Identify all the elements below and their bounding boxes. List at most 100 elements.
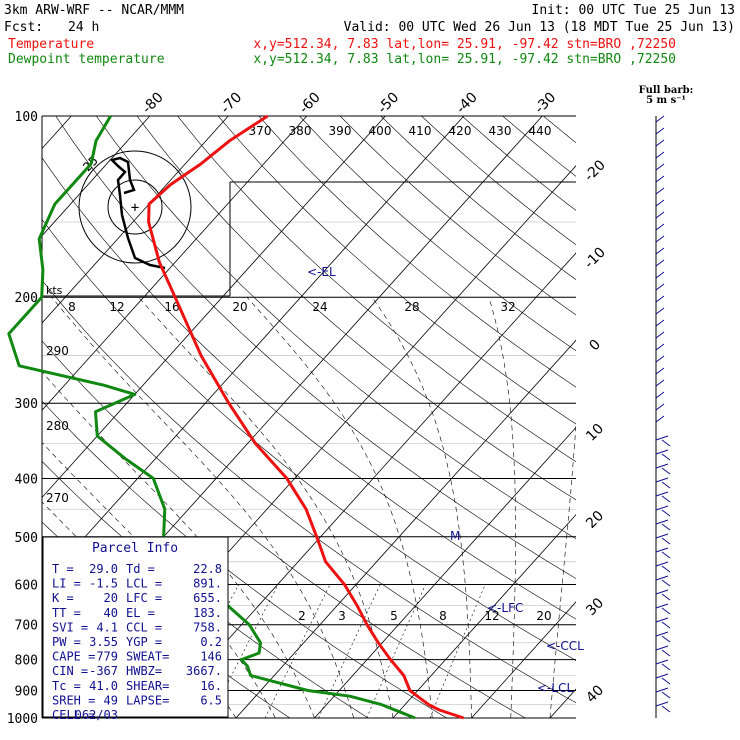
parcel-info-cell: K = (52, 591, 74, 605)
mixing-ratio-line (318, 584, 381, 718)
temperature-legend-label: Temperature (8, 37, 94, 52)
valid-time: Valid: 00 UTC Wed 26 Jun 13 (18 MDT Tue … (344, 20, 735, 35)
isotherm-line (235, 339, 576, 718)
pressure-tick-label: 800 (15, 654, 38, 669)
level-annotation: <-LFC (487, 601, 523, 615)
wind-barb (655, 415, 665, 423)
temperature-tick-label: 30 (583, 595, 607, 619)
isotherm-line (549, 688, 576, 718)
upper-theta-label: 370 (249, 124, 272, 138)
isotherm-line (471, 601, 576, 718)
temperature-profile-line (147, 114, 465, 720)
temperature-tick-label: -50 (375, 89, 402, 116)
wind-barb (655, 175, 665, 183)
pressure-tick-label: 1000 (7, 712, 38, 727)
parcel-info-cell: LI = (52, 577, 81, 591)
parcel-info-cell: 22.8 (193, 562, 222, 576)
wind-barb (655, 463, 671, 475)
dry-adiabat (177, 116, 576, 463)
wind-barb-legend: Full barb: (639, 85, 694, 96)
isotherm-line (314, 426, 576, 718)
pressure-tick-label: 500 (15, 531, 38, 546)
dry-adiabat (42, 279, 576, 704)
parcel-info-cell: SREH = (52, 693, 95, 707)
parcel-info-cell: CIN = (52, 664, 88, 678)
wind-barb (655, 163, 665, 171)
parcel-info-cell: 20 (104, 591, 118, 605)
dry-adiabat (502, 116, 576, 177)
temperature-tick-label: -10 (581, 244, 608, 271)
parcel-info-cell: LCL = (126, 577, 162, 591)
parcel-info-cell: 779 (96, 650, 118, 664)
wind-barb (655, 435, 671, 447)
wind-barb (655, 139, 665, 147)
parcel-info-cell: 29.0 (89, 562, 118, 576)
wind-barb-column: Full barb:5 m s⁻¹ (639, 85, 694, 718)
mixing-ratio-line (429, 584, 486, 718)
upper-theta-label: 420 (449, 124, 472, 138)
wind-barb (655, 645, 671, 657)
parcel-info-box: Parcel Info T = 29.0 Td = 22.8 LI = -1.5 LCL = 8… (42, 536, 229, 722)
mixing-ratio-label: 8 (439, 609, 447, 623)
wind-barb (655, 307, 665, 315)
forecast-label: Fcst: (4, 20, 43, 35)
wind-barb (655, 403, 665, 411)
mixing-ratio-line (264, 584, 331, 718)
wind-barb (655, 477, 671, 489)
hodograph-ring (78, 150, 192, 264)
wind-barb (655, 187, 665, 195)
dry-adiabat (136, 116, 576, 501)
parcel-info-cell: 40 (104, 606, 118, 620)
parcel-info-cell: T = (52, 562, 74, 576)
dry-adiabat (380, 116, 576, 280)
temperature-tick-label: -30 (532, 89, 559, 116)
theta-label: 280 (46, 419, 69, 433)
wind-barb (655, 199, 665, 207)
wind-barb (655, 271, 665, 279)
mixing-ratio-line (366, 584, 426, 718)
moist-adiabat (371, 297, 472, 718)
sounding-profiles (7, 114, 465, 720)
dry-adiabat (421, 116, 576, 246)
pressure-tick-label: 400 (15, 472, 38, 487)
wind-barb (655, 115, 665, 123)
temperature-tick-label: 10 (583, 421, 607, 445)
wind-barb (655, 355, 665, 363)
parcel-info-cell: TT = (52, 606, 81, 620)
pressure-tick-label: 900 (15, 684, 38, 699)
dry-adiabat (543, 116, 576, 144)
parcel-info-cell: 49 (104, 693, 118, 707)
pressure-tick-label: 100 (15, 110, 38, 125)
upper-mixing-ratio-label: 12 (109, 300, 124, 314)
temperature-tick-label: -80 (139, 89, 166, 116)
dry-adiabat (217, 116, 576, 425)
parcel-info-cell: CCL = (126, 620, 162, 634)
upper-mixing-ratio-label: 8 (68, 300, 76, 314)
wind-barb (655, 659, 671, 671)
isotherm-line (392, 514, 576, 718)
wind-barb (655, 223, 665, 231)
parcel-info-cell: SVI = (52, 620, 88, 634)
wind-barb (655, 701, 671, 713)
isotherm-line (42, 116, 465, 586)
wind-barb (655, 235, 665, 243)
upper-theta-label: 400 (369, 124, 392, 138)
upper-mixing-ratio-label: 20 (232, 300, 247, 314)
dry-adiabat (42, 157, 576, 620)
level-annotation: <-CCL (546, 639, 584, 653)
forecast-hours: 24 h (68, 20, 99, 35)
parcel-info-cell: 758. (193, 620, 222, 634)
hodograph-trace (109, 156, 166, 270)
parcel-info-cell: SHEAR= (126, 679, 169, 693)
parcel-info-frame (42, 536, 229, 718)
parcel-info-cell: Tc = (52, 679, 81, 693)
temperature-tick-label: -40 (453, 89, 480, 116)
upper-mixing-ratio-label: 32 (500, 300, 515, 314)
wind-barb (655, 561, 671, 573)
hodograph-units-label: kts (46, 284, 63, 297)
wind-barb (655, 379, 665, 387)
temperature-tick-label: 40 (583, 682, 607, 706)
parcel-info-cell: LAPSE= (126, 693, 169, 707)
wind-barb (655, 151, 665, 159)
